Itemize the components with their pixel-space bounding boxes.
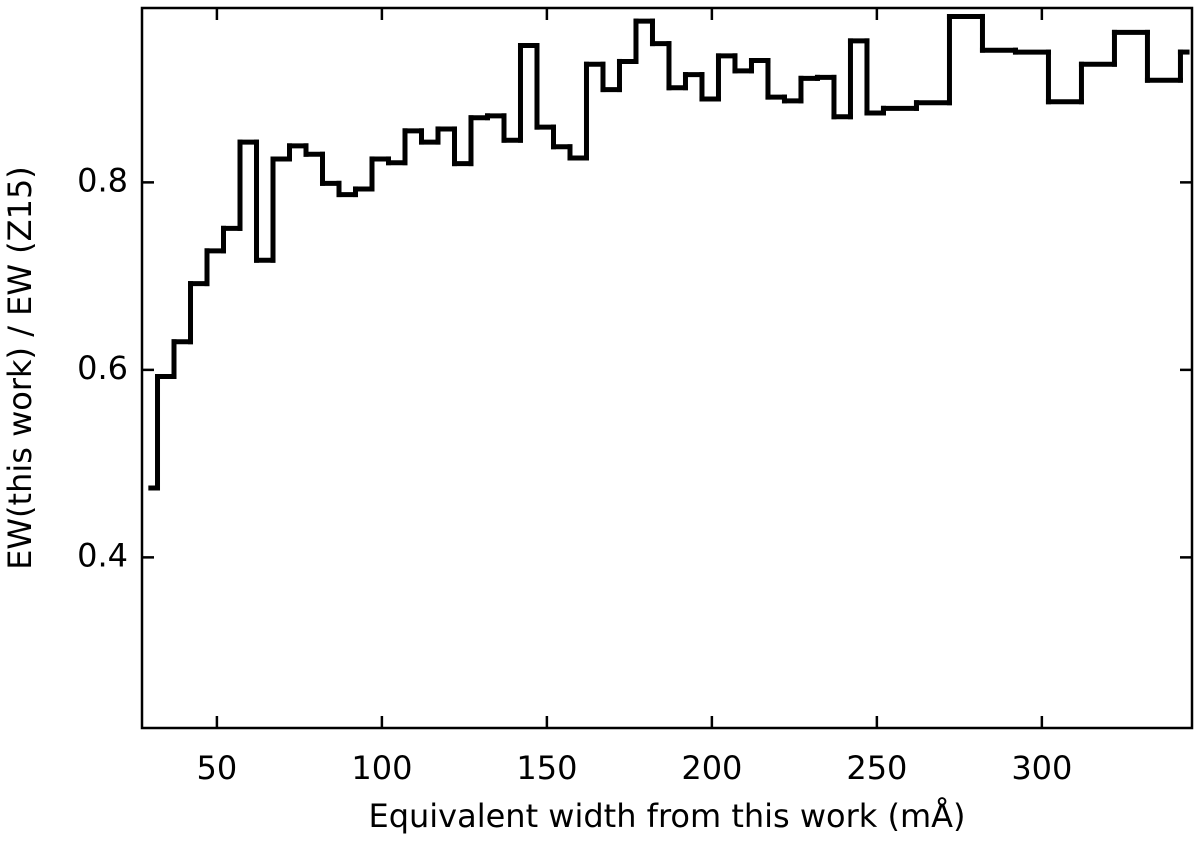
x-tick-label: 100 xyxy=(351,749,412,787)
x-axis-label: Equivalent width from this work (mÅ) xyxy=(368,797,965,835)
x-tick-label: 300 xyxy=(1011,749,1072,787)
y-tick-label: 0.4 xyxy=(77,536,128,574)
x-tick-label: 150 xyxy=(516,749,577,787)
y-tick-label: 0.6 xyxy=(77,349,128,387)
y-tick-label: 0.8 xyxy=(77,161,128,199)
x-tick-label: 250 xyxy=(846,749,907,787)
plot-frame xyxy=(140,6,1194,730)
x-tick-label: 200 xyxy=(681,749,742,787)
x-tick-label: 50 xyxy=(197,749,238,787)
y-axis-label: EW(this work) / EW (Z15) xyxy=(1,166,39,570)
